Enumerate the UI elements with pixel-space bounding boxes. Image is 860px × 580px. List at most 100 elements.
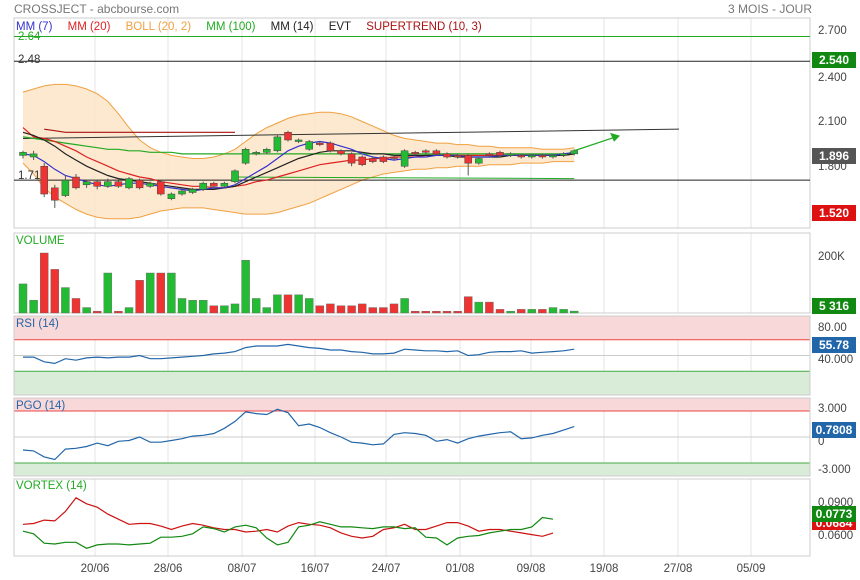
volume-bar-1 — [29, 300, 38, 314]
legend-evt[interactable]: EVT — [328, 21, 352, 33]
x-tick-0: 20/06 — [80, 563, 110, 575]
candle-body-3 — [51, 187, 59, 201]
candle-body-35 — [390, 156, 398, 159]
forecast-arrow-head — [610, 132, 620, 142]
x-tick-1: 28/06 — [153, 563, 183, 575]
rsi-line — [23, 343, 575, 365]
candle-body-0 — [19, 152, 27, 156]
volume-bar-46 — [506, 310, 515, 314]
candle-body-50 — [549, 155, 557, 158]
mm20-line — [22, 127, 575, 189]
x-tick-6: 09/08 — [516, 563, 546, 575]
rsi-label: RSI (14) — [16, 318, 59, 330]
volume-bar-25 — [283, 294, 293, 314]
volume-bar-33 — [368, 307, 377, 314]
volume-bar-2 — [40, 252, 49, 314]
price-tag-last: 1.896 — [812, 148, 856, 164]
volume-bar-52 — [570, 310, 579, 314]
candle-body-30 — [337, 150, 345, 155]
pgo-upper-zone — [14, 398, 810, 411]
vortex-tick-06: 0.0600 — [818, 530, 854, 542]
candle-body-48 — [528, 155, 536, 158]
volume-bar-12 — [145, 272, 155, 314]
candle-body-41 — [453, 155, 462, 158]
candle-body-2 — [40, 165, 48, 195]
rsi-overbought-zone — [14, 316, 810, 340]
candle-body-24 — [273, 136, 282, 152]
volume-bar-48 — [527, 309, 536, 314]
candle-body-5 — [72, 176, 80, 189]
candle-body-21 — [241, 149, 250, 164]
candle-body-22 — [252, 152, 260, 155]
vortex-tag-plus: 0.0773 — [812, 506, 856, 522]
legend-mm100[interactable]: MM (100) — [206, 21, 256, 33]
bollinger-upper-line — [22, 83, 575, 159]
pgo-tick-neg3: -3.000 — [818, 464, 851, 476]
legend-supertrend[interactable]: SUPERTREND (10, 3) — [366, 21, 482, 33]
volume-bar-50 — [548, 307, 558, 314]
hline-264-label: 2.64 — [18, 31, 41, 43]
pgo-lower-zone — [14, 463, 810, 476]
x-tick-7: 19/08 — [589, 563, 619, 575]
candle-body-33 — [369, 158, 377, 162]
volume-bar-45 — [495, 309, 505, 314]
candle-body-25 — [284, 132, 292, 141]
candle-body-28 — [316, 142, 324, 145]
volume-bar-22 — [251, 298, 261, 314]
supertrend-low-line — [234, 176, 575, 180]
volume-bar-7 — [92, 310, 102, 314]
volume-bar-6 — [82, 307, 91, 314]
price-tick-2400: 2.400 — [818, 72, 847, 84]
candle-body-45 — [496, 152, 504, 156]
volume-bar-31 — [347, 305, 356, 314]
candle-body-4 — [61, 179, 70, 196]
volume-bar-9 — [114, 310, 123, 314]
candle-body-47 — [517, 155, 525, 158]
legend-boll[interactable]: BOLL (20, 2) — [125, 21, 192, 33]
mm100-line — [22, 136, 575, 155]
candle-body-34 — [379, 156, 388, 162]
candle-body-10 — [125, 178, 133, 189]
legend-mm14[interactable]: MM (14) — [270, 21, 314, 33]
volume-bar-44 — [485, 301, 494, 314]
volume-bar-16 — [188, 300, 197, 314]
price-tick-2700: 2.700 — [818, 25, 847, 37]
pgo-tag-last: 0.7808 — [812, 422, 856, 438]
rsi-oversold-zone — [14, 371, 810, 395]
candle-body-12 — [146, 182, 154, 187]
candle-body-15 — [178, 190, 186, 195]
candle-body-40 — [443, 153, 451, 158]
price-tag-low: 1.520 — [812, 205, 856, 221]
volume-bar-30 — [336, 305, 346, 314]
candle-body-44 — [485, 153, 494, 156]
candle-body-9 — [114, 181, 123, 187]
volume-bar-17 — [198, 300, 208, 314]
volume-bar-39 — [432, 310, 441, 314]
bollinger-band-fill — [23, 84, 575, 219]
volume-bar-5 — [71, 298, 81, 314]
x-tick-2: 08/07 — [227, 563, 257, 575]
volume-bar-41 — [453, 310, 462, 314]
candle-body-39 — [432, 150, 441, 155]
supertrend-line — [44, 128, 235, 133]
chart-period[interactable]: 3 MOIS - JOUR — [728, 2, 813, 16]
volume-label: VOLUME — [16, 235, 65, 247]
candle-body-6 — [82, 181, 91, 186]
candle-body-29 — [326, 142, 335, 152]
candle-body-49 — [538, 155, 547, 158]
price-tag-2540: 2.540 — [812, 52, 856, 68]
candle-body-26 — [294, 139, 303, 142]
vortex-panel-frame — [13, 478, 811, 557]
candle-body-42 — [464, 155, 472, 164]
legend-mm20[interactable]: MM (20) — [67, 21, 111, 33]
volume-bar-42 — [464, 296, 473, 314]
candle-body-31 — [347, 153, 356, 164]
volume-bar-47 — [517, 309, 526, 314]
bollinger-lower-line — [22, 161, 575, 220]
volume-bar-32 — [358, 303, 367, 314]
volume-bar-26 — [294, 294, 303, 314]
candle-body-46 — [506, 153, 515, 156]
volume-tick-200k: 200K — [818, 251, 845, 263]
legend-mm7[interactable]: MM (7) — [16, 21, 53, 33]
x-tick-4: 24/07 — [371, 563, 401, 575]
